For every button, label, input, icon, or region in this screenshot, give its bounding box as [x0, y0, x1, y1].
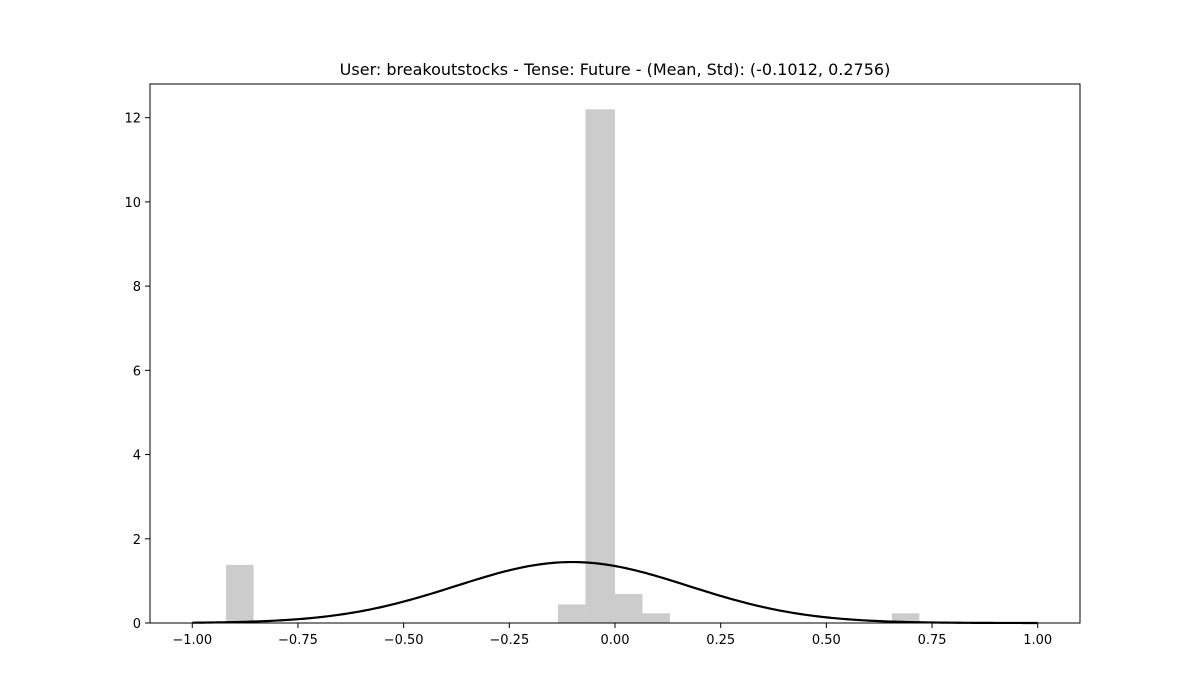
y-tick-label-5: 10 [124, 196, 141, 211]
x-tick-label-4: 0.00 [601, 633, 630, 648]
x-tick-label-5: 0.25 [706, 633, 735, 648]
histogram-bar-2 [585, 109, 615, 623]
x-tick-label-6: 0.50 [812, 633, 841, 648]
y-tick-label-6: 12 [124, 112, 141, 127]
y-tick-label-4: 8 [133, 280, 141, 295]
histogram-bars [226, 109, 920, 623]
x-tick-label-2: −0.50 [384, 633, 424, 648]
histogram-bar-4 [642, 613, 670, 623]
y-tick-label-2: 4 [133, 449, 141, 464]
x-tick-label-3: −0.25 [489, 633, 529, 648]
chart-title: User: breakoutstocks - Tense: Future - (… [340, 60, 891, 79]
histogram-bar-5 [891, 613, 920, 623]
y-axis-ticks: 0 2 4 6 8 10 12 [124, 112, 150, 632]
histogram-bar-0 [226, 564, 254, 623]
x-tick-label-1: −0.75 [278, 633, 318, 648]
histogram-bar-1 [557, 604, 586, 623]
x-tick-label-0: −1.00 [172, 633, 212, 648]
density-curve-layer [192, 560, 1038, 625]
y-tick-label-1: 2 [133, 533, 141, 548]
y-tick-label-3: 6 [133, 364, 141, 379]
normal-density-curve [192, 560, 1038, 625]
histogram-bar-3 [615, 593, 643, 623]
x-axis-ticks: −1.00 −0.75 −0.50 −0.25 0.00 0.25 0.50 0.75 1.00 [172, 623, 1052, 648]
x-tick-label-7: 0.75 [918, 633, 947, 648]
y-tick-label-0: 0 [133, 617, 141, 632]
x-tick-label-8: 1.00 [1023, 633, 1052, 648]
